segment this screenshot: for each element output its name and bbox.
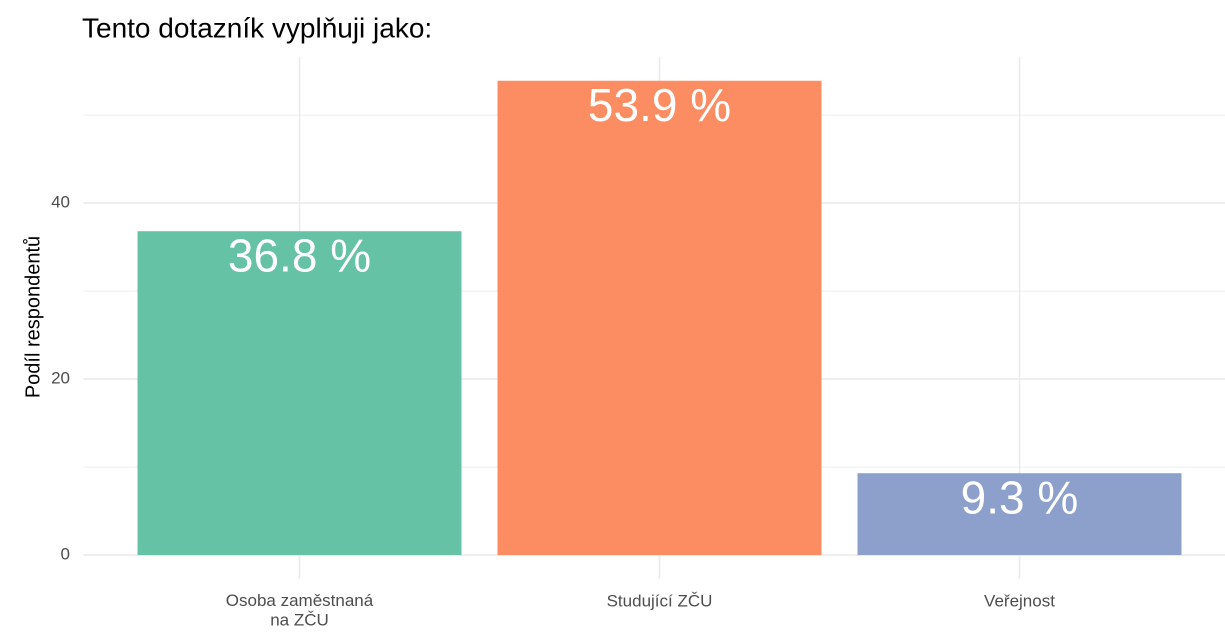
value-label: 53.9 % [588, 79, 731, 131]
value-label: 9.3 % [961, 471, 1079, 523]
x-tick-label: Studující ZČU [607, 591, 713, 610]
value-label: 36.8 % [228, 229, 371, 281]
x-tick-label: Osoba zaměstnaná na ZČU [226, 591, 374, 630]
bar [857, 473, 1182, 556]
y-tick-label: 0 [61, 545, 70, 564]
bar [137, 231, 462, 556]
y-tick-label: 40 [51, 193, 70, 212]
y-tick-label: 20 [51, 369, 70, 388]
bar [497, 80, 822, 556]
chart-title: Tento dotazník vyplňuji jako: [82, 12, 432, 43]
x-tick-label: Veřejnost [984, 591, 1055, 610]
y-axis-title: Podíl respondentů [22, 236, 44, 398]
